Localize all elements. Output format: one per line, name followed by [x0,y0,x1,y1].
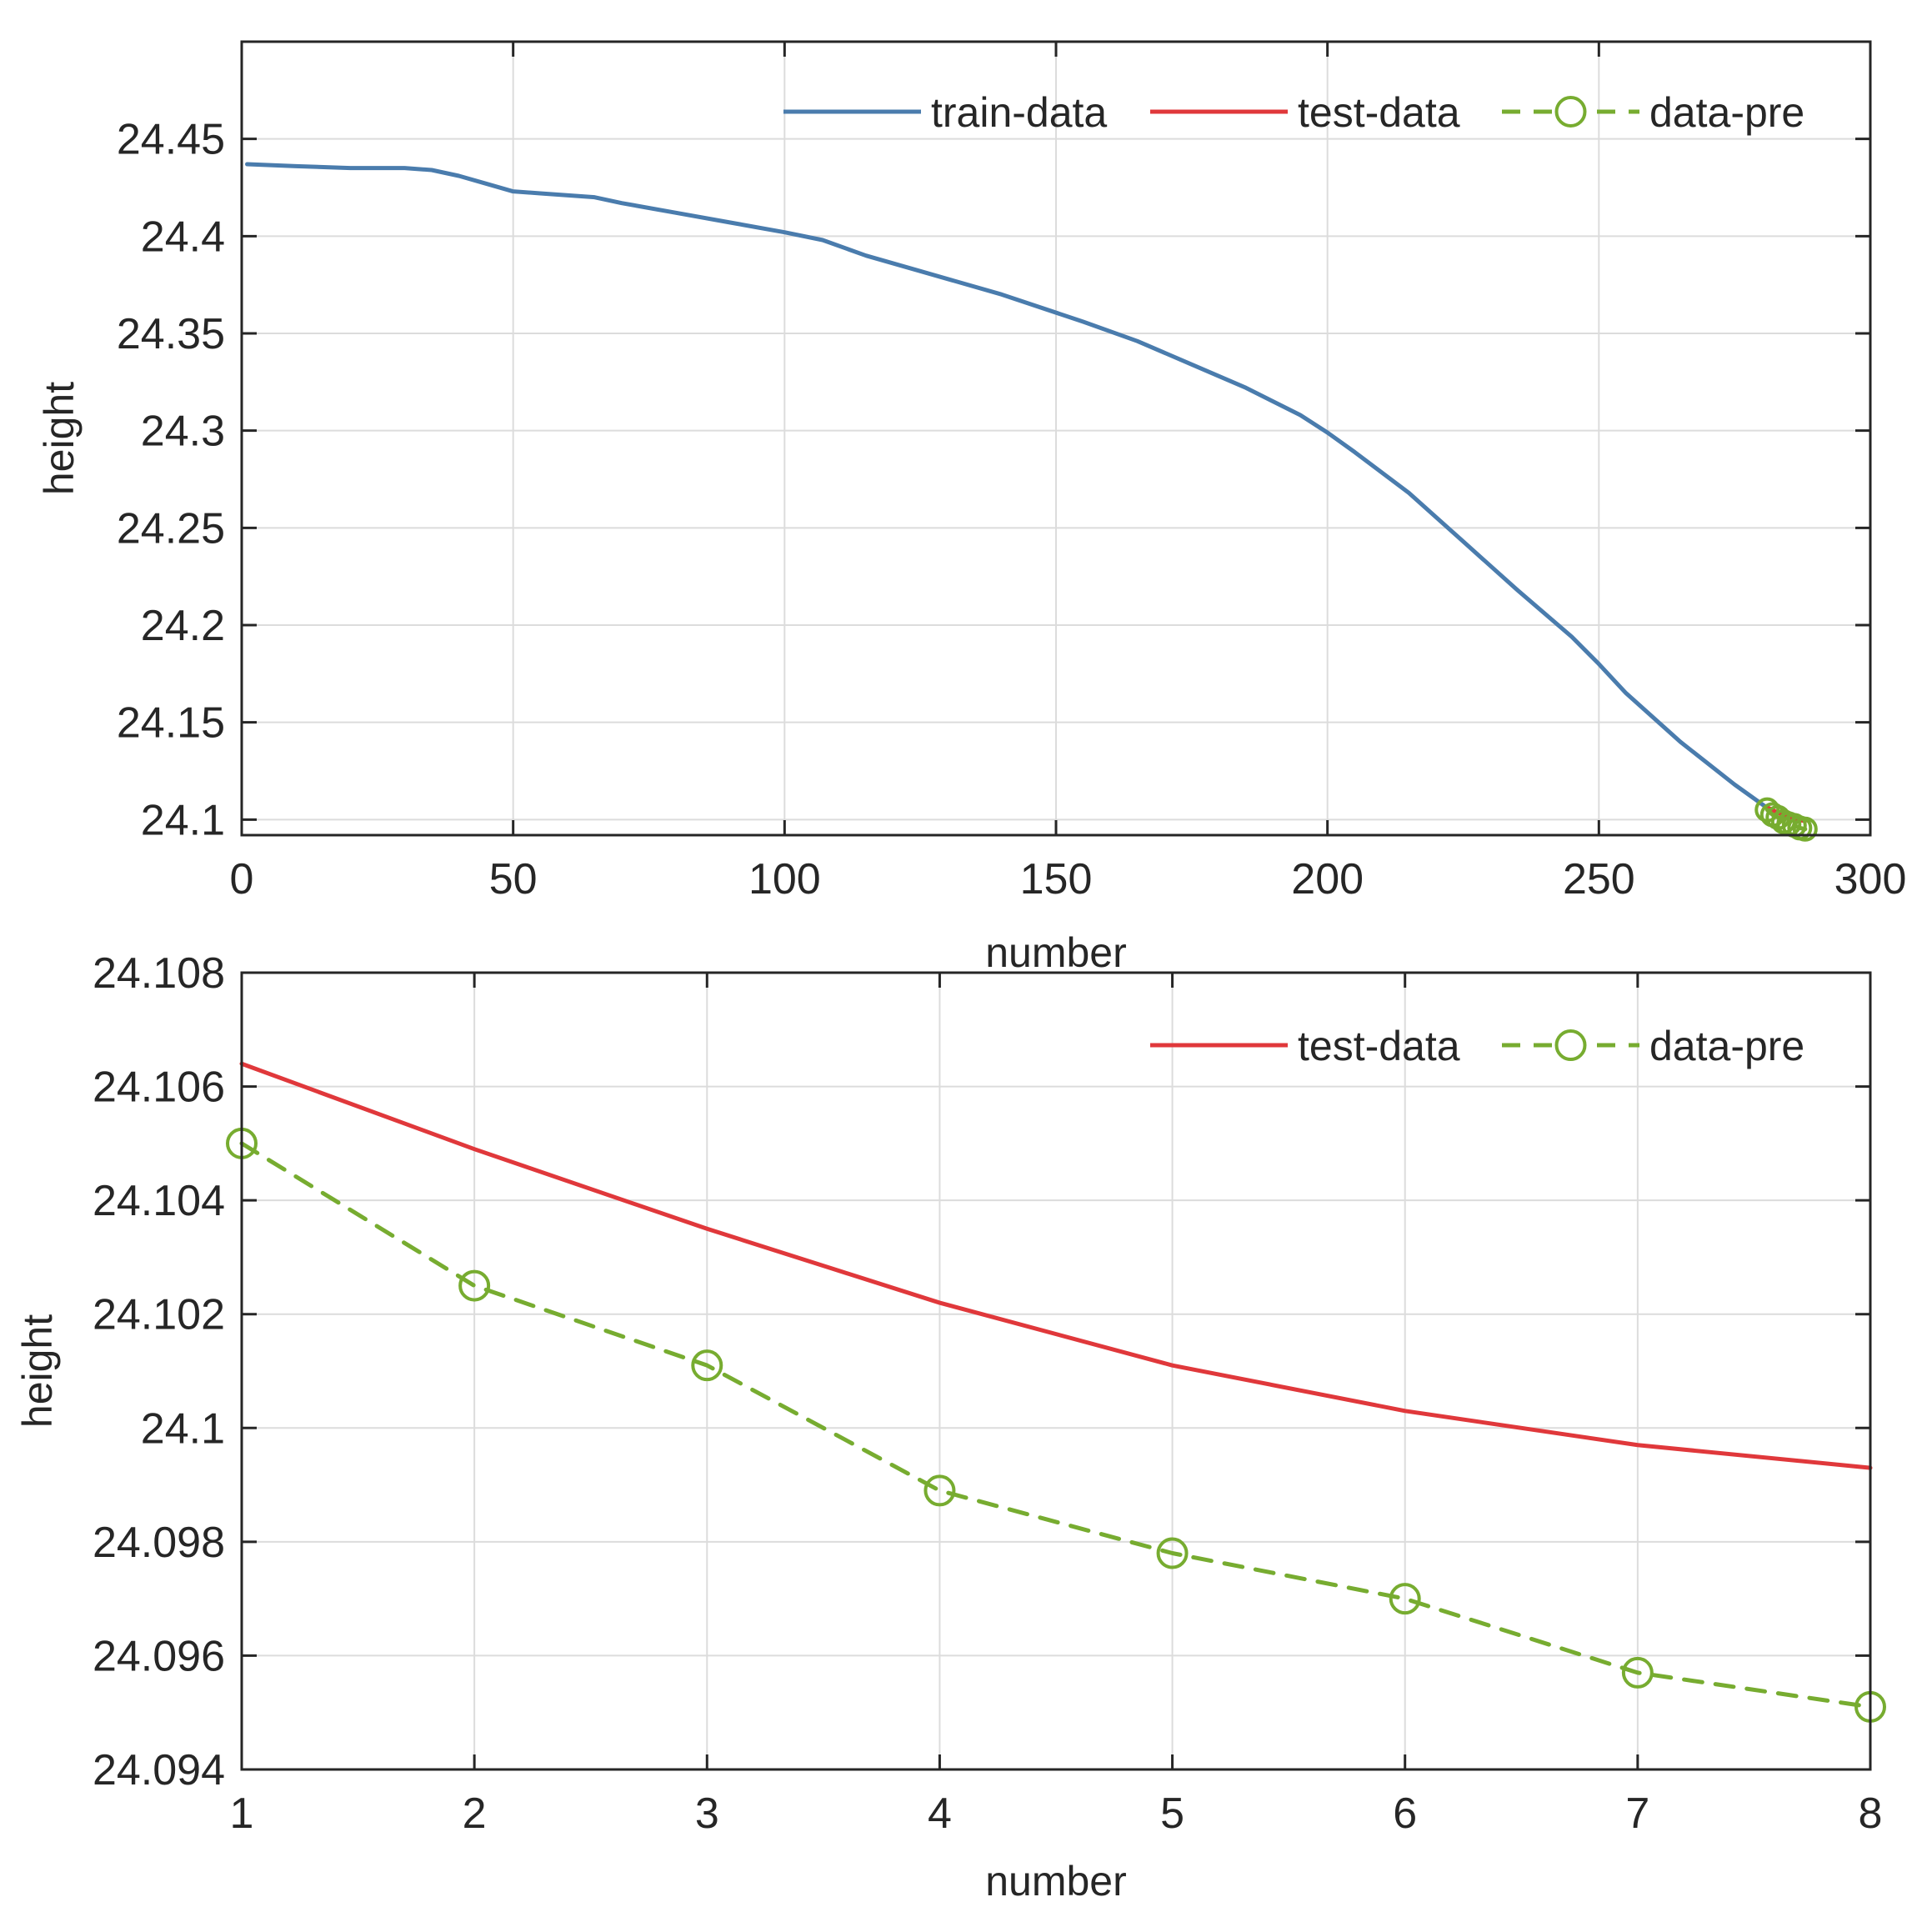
top-chart-series [245,162,1818,842]
x-tick-label: 150 [1020,855,1093,903]
x-tick-label: 6 [1393,1789,1417,1838]
legend-data-pre-label: data-pre [1649,1023,1804,1069]
y-tick-label: 24.104 [93,1177,225,1225]
data-pre-marker [691,1349,723,1382]
x-tick-label: 8 [1859,1789,1883,1838]
top-chart-grid [241,42,1871,835]
x-tick-label: 3 [695,1789,719,1838]
legend-data-pre-marker [1554,96,1587,128]
data-pre-line [239,1141,1873,1709]
x-tick-label: 1 [230,1789,254,1838]
top-chart-legend: train-data test-data data-pre [783,89,1804,136]
data-pre-marker [458,1269,491,1302]
legend-data-pre-label: data-pre [1649,89,1804,136]
bottom-chart: 1 2 3 4 5 6 7 8 24.094 24.096 24.098 24.1 24.102 24.1… [14,949,1886,1904]
data-pre-marker [1156,1537,1189,1569]
bottom-chart-legend: test-data data-pre [1150,1023,1804,1069]
x-tick-label: 100 [748,855,821,903]
top-chart-ticks: 0 50 100 150 200 250 300 24.1 24.15 24.2 24.25 24.3… [117,42,1907,903]
bottom-chart-x-axis-label: number [985,1858,1127,1904]
data-pre-marker [1792,816,1818,842]
y-tick-label: 24.1 [141,796,225,844]
y-tick-label: 24.35 [117,310,225,358]
legend-train-data-label: train-data [931,89,1107,136]
x-tick-label: 5 [1160,1789,1184,1838]
y-tick-label: 24.106 [93,1064,225,1112]
x-tick-label: 0 [230,855,254,903]
bottom-chart-ticks: 1 2 3 4 5 6 7 8 24.094 24.096 24.098 24.1 24.102 24.1… [93,949,1883,1838]
test-data-line [239,1061,1873,1470]
top-chart: 0 50 100 150 200 250 300 24.1 24.15 24.2 24.25 24.3… [36,40,1907,976]
legend-test-data-label: test-data [1298,1023,1460,1069]
x-tick-label: 200 [1291,855,1364,903]
x-tick-label: 250 [1563,855,1635,903]
data-pre-marker [1621,1656,1654,1689]
y-tick-label: 24.098 [93,1519,225,1567]
x-tick-label: 300 [1834,855,1907,903]
x-tick-label: 4 [928,1789,952,1838]
y-tick-label: 24.096 [93,1632,225,1680]
y-tick-label: 24.108 [93,949,225,998]
legend-test-data-label: test-data [1298,89,1460,136]
y-tick-label: 24.094 [93,1746,225,1794]
data-pre-marker [923,1474,956,1507]
x-tick-label: 2 [463,1789,487,1838]
y-tick-label: 24.3 [141,408,225,456]
y-tick-label: 24.45 [117,116,225,164]
y-tick-label: 24.15 [117,699,225,748]
x-tick-label: 50 [489,855,538,903]
top-chart-x-axis-label: number [985,929,1127,976]
top-chart-y-axis-label: height [36,382,83,495]
bottom-chart-axes-box [240,971,1872,1771]
legend-data-pre-marker [1554,1029,1587,1061]
x-tick-label: 7 [1625,1789,1649,1838]
y-tick-label: 24.25 [117,504,225,553]
train-data-line [245,162,1769,810]
y-tick-label: 24.1 [141,1404,225,1453]
bottom-chart-y-axis-label: height [14,1314,61,1428]
y-tick-label: 24.2 [141,602,225,650]
data-pre-marker [1389,1583,1421,1615]
y-tick-label: 24.102 [93,1291,225,1339]
y-tick-label: 24.4 [141,213,225,261]
